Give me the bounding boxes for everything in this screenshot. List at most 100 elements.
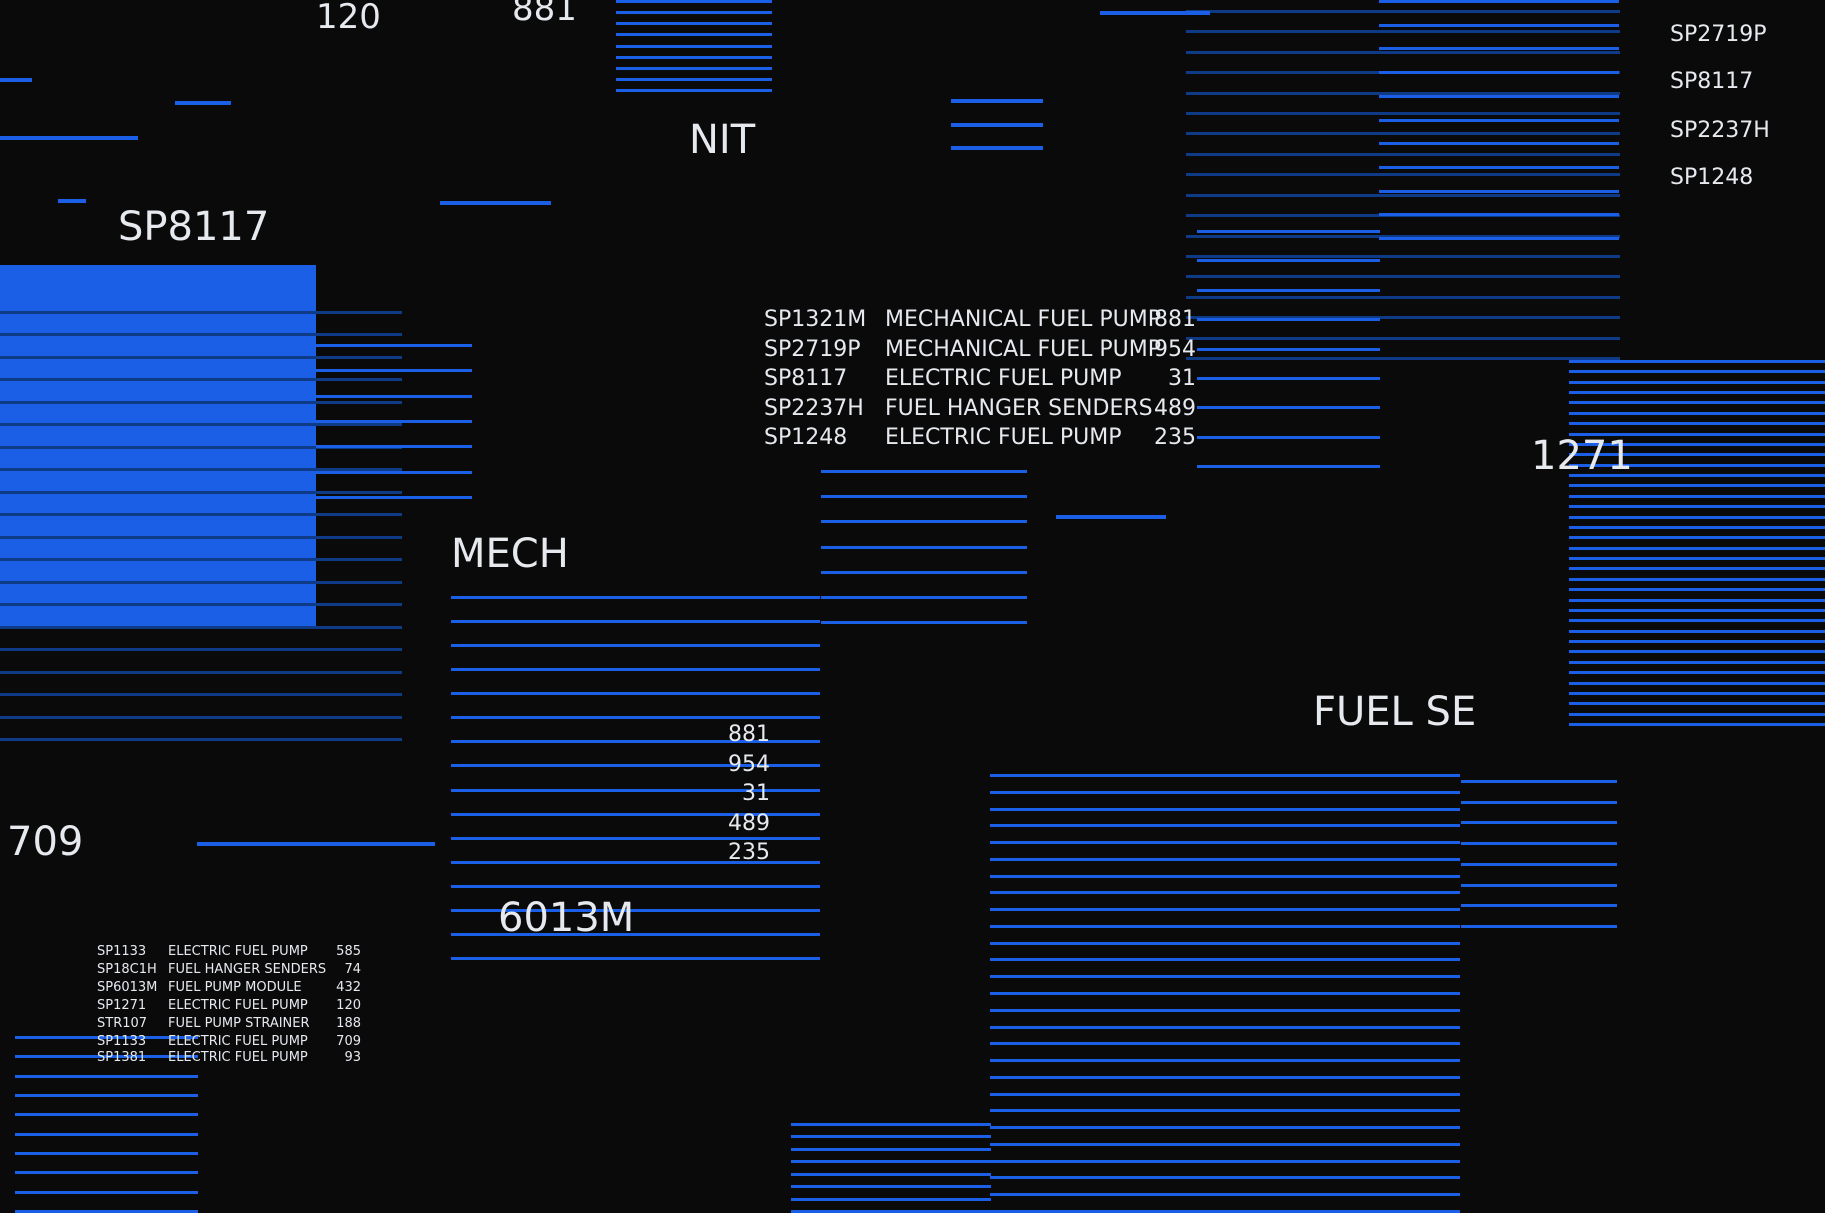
stripe-line <box>1379 24 1619 27</box>
stripe-line <box>451 740 820 743</box>
stripe-line <box>821 621 1027 624</box>
stripe-line <box>990 791 1460 794</box>
stripe-block <box>1569 360 1825 726</box>
stripe-line <box>316 369 472 372</box>
stripe-line <box>1379 119 1619 122</box>
stripe-line <box>0 362 316 365</box>
stripe-line <box>1569 630 1825 633</box>
stripe-line <box>1569 526 1825 529</box>
stripe-line <box>616 78 772 81</box>
code-item: SP2237H <box>1670 118 1770 143</box>
stripe-line <box>451 692 820 695</box>
part-qty: 31 <box>1168 366 1196 391</box>
stripe-line <box>1569 671 1825 674</box>
stripe-line <box>1461 842 1617 845</box>
stripe-block <box>1379 0 1619 240</box>
stripe-line <box>791 1148 991 1151</box>
stripe-line <box>0 477 316 480</box>
stripe-line <box>990 858 1460 861</box>
stripe-line <box>1186 132 1620 135</box>
stripe-line <box>1569 433 1825 436</box>
dash <box>951 123 1043 127</box>
stripe-line <box>0 426 316 429</box>
stripe-line <box>0 601 316 604</box>
parts-table: SP1321M MECHANICAL FUEL PUMP 881 SP2719P… <box>764 309 1218 459</box>
part-qty: 120 <box>336 998 361 1013</box>
stripe-line <box>0 346 316 349</box>
stripe-line <box>990 908 1460 911</box>
stripe-line <box>0 525 316 528</box>
stripe-line <box>0 593 316 596</box>
stripe-line <box>990 1009 1460 1012</box>
label-120: 120 <box>316 0 381 37</box>
dash <box>58 199 86 203</box>
stripe-line <box>0 558 402 561</box>
stripe-block <box>990 774 1460 1213</box>
stripe-block <box>316 344 472 499</box>
table-row: SP1248 ELECTRIC FUEL PUMP 235 <box>764 427 1196 537</box>
stripe-line <box>616 56 772 59</box>
part-qty: 709 <box>336 1034 361 1049</box>
stripe-line <box>616 67 772 70</box>
stripe-line <box>0 410 316 413</box>
stripe-line <box>0 501 316 504</box>
stripe-line <box>1197 318 1380 321</box>
stripe-line <box>821 470 1027 473</box>
stripe-line <box>990 1042 1460 1045</box>
stripe-line <box>0 626 402 629</box>
stripe-line <box>1186 235 1620 238</box>
stripe-line <box>1569 484 1825 487</box>
stripe-line <box>1569 619 1825 622</box>
number-item: 489 <box>728 811 770 836</box>
stripe-line <box>990 824 1460 827</box>
stripe-line <box>0 342 316 345</box>
table-row: SP1321M MECHANICAL FUEL PUMP 881 <box>764 309 1196 419</box>
dash <box>175 101 231 105</box>
stripe-line <box>990 1059 1460 1062</box>
stripe-line <box>990 841 1460 844</box>
stripe-line <box>1186 10 1620 13</box>
stripe-line <box>0 401 402 404</box>
stripe-line <box>0 513 402 516</box>
stripe-line <box>451 861 820 864</box>
stripe-line <box>0 350 316 353</box>
stripe-line <box>1461 821 1617 824</box>
stripe-line <box>0 597 316 600</box>
stripe-line <box>0 617 316 620</box>
part-qty: 954 <box>1154 337 1196 362</box>
part-desc: FUEL HANGER SENDERS <box>885 396 1153 421</box>
stripe-line <box>616 89 772 92</box>
stripe-line <box>1461 801 1617 804</box>
stripe-line <box>0 545 316 548</box>
stripe-line <box>821 520 1027 523</box>
stripe-line <box>1197 348 1380 351</box>
stripe-line <box>0 541 316 544</box>
stripe-line <box>316 445 472 448</box>
stripe-line <box>15 1055 198 1058</box>
stripe-line <box>1379 47 1619 50</box>
part-desc: ELECTRIC FUEL PUMP <box>885 366 1122 391</box>
stripe-line <box>0 589 316 592</box>
stripe-line <box>0 270 316 273</box>
label-709: 709 <box>7 819 84 865</box>
dash <box>440 201 551 205</box>
stripe-block <box>15 1036 198 1213</box>
stripe-line <box>1197 230 1380 233</box>
stripe-line <box>0 294 316 297</box>
stripe-line <box>0 453 316 456</box>
stripe-line <box>0 509 316 512</box>
stripe-line <box>990 1193 1460 1196</box>
part-code: SP1381 <box>97 1050 147 1065</box>
stripe-line <box>1569 370 1825 373</box>
table-row: SP1133 ELECTRIC FUEL PUMP 585 <box>97 945 361 1010</box>
part-code: SP18C1H <box>97 962 157 977</box>
stripe-line <box>1197 465 1380 468</box>
part-desc: MECHANICAL FUEL PUMP <box>885 337 1161 362</box>
stripe-line <box>316 344 472 347</box>
stripe-line <box>0 561 316 564</box>
stripe-line <box>0 446 402 449</box>
stripe-line <box>451 644 820 647</box>
stripe-line <box>990 975 1460 978</box>
stripe-line <box>821 546 1027 549</box>
dash <box>1100 11 1210 15</box>
